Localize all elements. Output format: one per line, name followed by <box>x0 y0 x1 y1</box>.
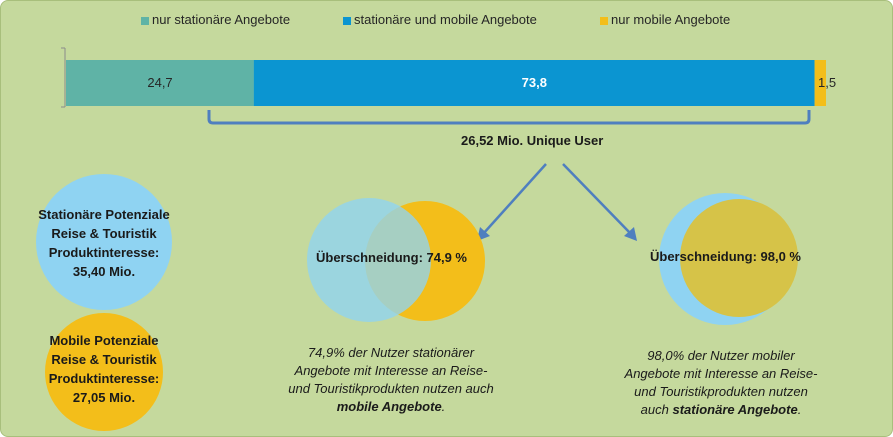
venn-left-overlap-label: Überschneidung: 74,9 % <box>316 250 467 265</box>
venn-right-overlap-label: Überschneidung: 98,0 % <box>650 249 801 264</box>
caption-line: auch stationäre Angebote. <box>601 401 841 419</box>
text-line: Produktinteresse: <box>48 245 160 260</box>
bracket <box>207 110 811 125</box>
caption-line: Angebote mit Interesse an Reise- <box>294 363 488 378</box>
mobile-potential-circle <box>45 313 163 431</box>
bar-segment-stationary-and-mobile <box>253 60 815 106</box>
caption-line: 98,0% der Nutzer mobiler <box>647 348 795 363</box>
venn-right-caption: 98,0% der Nutzer mobiler Angebote mit In… <box>601 347 841 419</box>
caption-emphasis: stationäre Angebote <box>672 402 798 417</box>
stationary-potential-text: Stationäre Potenziale Reise & Touristik … <box>21 205 187 281</box>
legend-swatch <box>600 17 608 25</box>
stationary-potential-circle <box>36 174 172 310</box>
unique-user-label: 26,52 Mio. Unique User <box>461 133 604 148</box>
venn-right <box>659 193 798 325</box>
caption-end: . <box>441 399 446 414</box>
caption-end: . <box>797 402 802 417</box>
caption-line: und Touristikprodukten nutzen <box>634 384 808 399</box>
bar-segment-mobile-only <box>814 60 826 106</box>
caption-emphasis: mobile Angebote <box>336 399 442 414</box>
text-line: Stationäre Potenziale <box>38 207 170 222</box>
bar-label-stationary-only: 24,7 <box>147 75 173 90</box>
bar-label-mobile-only: 1,5 <box>818 75 837 90</box>
text-line: Reise & Touristik <box>51 352 157 367</box>
legend-swatch <box>343 17 351 25</box>
mobile-potential-text: Mobile Potenziale Reise & Touristik Prod… <box>21 331 187 407</box>
caption-line: und Touristikprodukten nutzen auch <box>288 381 494 396</box>
caption-line: mobile Angebote. <box>271 398 511 416</box>
text-line: Produktinteresse: <box>48 371 160 386</box>
caption-line: Angebote mit Interesse an Reise- <box>624 366 818 381</box>
venn-left-caption: 74,9% der Nutzer stationärer Angebote mi… <box>271 344 511 416</box>
legend: nur stationäre Angebote stationäre und m… <box>1 12 892 32</box>
arrow-left <box>477 163 547 241</box>
legend-label: nur stationäre Angebote <box>152 12 291 27</box>
stacked-bar <box>66 60 826 106</box>
bar-label-stationary-and-mobile: 73,8 <box>521 75 547 90</box>
text-line: 35,40 Mio. <box>72 264 136 279</box>
text-line: Mobile Potenziale <box>49 333 159 348</box>
text-line: Reise & Touristik <box>51 226 157 241</box>
arrow-right <box>562 163 637 241</box>
legend-label: nur mobile Angebote <box>611 12 731 27</box>
caption-line: 74,9% der Nutzer stationärer <box>307 345 475 360</box>
bar-segment-stationary-only <box>66 60 254 106</box>
venn-left-stationary-circle <box>307 198 431 322</box>
caption-prefix: auch <box>640 402 673 417</box>
legend-swatch <box>141 17 149 25</box>
venn-right-mobile-circle <box>680 199 798 317</box>
legend-label: stationäre und mobile Angebote <box>354 12 537 27</box>
venn-left <box>307 198 485 322</box>
text-line: 27,05 Mio. <box>72 390 136 405</box>
